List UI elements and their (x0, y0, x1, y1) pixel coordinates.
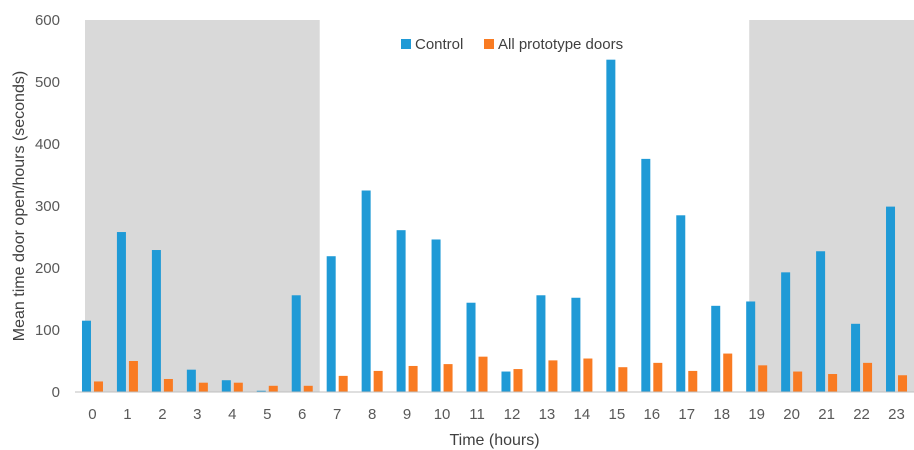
control-bar-2 (151, 250, 161, 392)
x-tick-label: 20 (783, 406, 800, 423)
x-tick-label: 7 (333, 406, 341, 423)
prototype-bar-6 (303, 385, 313, 392)
control-bar-9 (396, 230, 406, 392)
prototype-bar-0 (93, 381, 103, 392)
control-bar-18 (711, 305, 721, 392)
control-bar-21 (816, 251, 826, 392)
prototype-bar-13 (548, 360, 558, 392)
prototype-bar-12 (513, 369, 523, 392)
x-tick-label: 22 (853, 406, 870, 423)
control-bar-14 (571, 297, 581, 392)
x-tick-label: 17 (678, 406, 695, 423)
control-bar-7 (326, 256, 336, 392)
prototype-bar-2 (163, 378, 173, 392)
x-tick-label: 1 (123, 406, 131, 423)
x-tick-label: 23 (888, 406, 905, 423)
x-axis-ticks: 0 1 2 3 4 5 6 7 8 9 10 11 12 13 14 15 16 17 18 19 20 21 22 23 (88, 406, 905, 423)
x-tick-label: 15 (609, 406, 626, 423)
x-tick-label: 0 (88, 406, 96, 423)
prototype-bar-17 (688, 370, 698, 392)
prototype-bar-20 (793, 371, 803, 392)
prototype-bar-15 (618, 367, 628, 392)
control-bar-15 (606, 59, 616, 393)
control-bar-19 (746, 301, 756, 392)
y-tick-label: 500 (35, 74, 60, 91)
y-axis-ticks: 0 100 200 300 400 500 600 (35, 12, 60, 401)
x-tick-label: 6 (298, 406, 306, 423)
y-tick-label: 400 (35, 136, 60, 153)
prototype-bar-18 (723, 353, 733, 392)
y-tick-label: 200 (35, 260, 60, 277)
legend-swatch-control (401, 39, 411, 49)
x-tick-label: 12 (504, 406, 521, 423)
prototype-bar-23 (898, 375, 908, 392)
prototype-bar-19 (758, 365, 768, 392)
legend-label-control: Control (415, 36, 463, 53)
x-tick-label: 10 (434, 406, 451, 423)
control-bar-23 (886, 206, 896, 392)
prototype-bar-22 (863, 362, 873, 392)
y-tick-label: 600 (35, 12, 60, 29)
control-bar-16 (641, 158, 651, 392)
legend-swatch-prototype (484, 39, 494, 49)
x-tick-label: 9 (403, 406, 411, 423)
control-bar-1 (116, 232, 126, 392)
x-tick-label: 3 (193, 406, 201, 423)
control-bar-22 (851, 323, 861, 392)
prototype-bar-21 (828, 374, 838, 392)
legend: Control All prototype doors (401, 36, 623, 53)
control-bar-11 (466, 302, 476, 392)
prototype-bar-14 (583, 358, 593, 392)
prototype-bar-5 (268, 385, 278, 392)
control-bar-13 (536, 295, 546, 392)
control-bar-6 (291, 295, 301, 392)
prototype-bar-3 (198, 382, 208, 392)
control-bar-4 (221, 380, 231, 392)
x-tick-label: 14 (574, 406, 591, 423)
x-tick-label: 13 (539, 406, 556, 423)
control-bar-17 (676, 215, 686, 392)
y-tick-label: 300 (35, 198, 60, 215)
prototype-bar-10 (443, 364, 453, 392)
prototype-bar-7 (338, 375, 348, 392)
x-tick-label: 11 (469, 406, 485, 423)
y-axis-title: Mean time door open/hours (seconds) (11, 71, 28, 341)
x-tick-label: 21 (818, 406, 835, 423)
prototype-bar-8 (373, 370, 383, 392)
x-axis-title: Time (hours) (449, 432, 539, 449)
x-tick-label: 16 (643, 406, 660, 423)
x-tick-label: 5 (263, 406, 271, 423)
y-tick-label: 100 (35, 322, 60, 339)
control-bar-12 (501, 371, 511, 392)
control-bar-20 (781, 272, 791, 392)
prototype-bar-9 (408, 365, 418, 392)
control-bar-10 (431, 239, 441, 392)
x-tick-label: 18 (713, 406, 730, 423)
control-bar-8 (361, 190, 371, 392)
control-bar-3 (186, 369, 196, 392)
x-tick-label: 4 (228, 406, 236, 423)
prototype-bar-11 (478, 356, 488, 392)
x-tick-label: 2 (158, 406, 166, 423)
y-tick-label: 0 (52, 384, 60, 401)
prototype-bar-1 (128, 361, 138, 392)
prototype-bar-16 (653, 362, 663, 392)
control-bar-5 (256, 390, 266, 392)
prototype-bar-4 (233, 382, 243, 392)
legend-label-prototype: All prototype doors (498, 36, 623, 53)
x-tick-label: 8 (368, 406, 376, 423)
control-bar-0 (81, 320, 91, 392)
x-tick-label: 19 (748, 406, 765, 423)
bars (81, 59, 908, 393)
